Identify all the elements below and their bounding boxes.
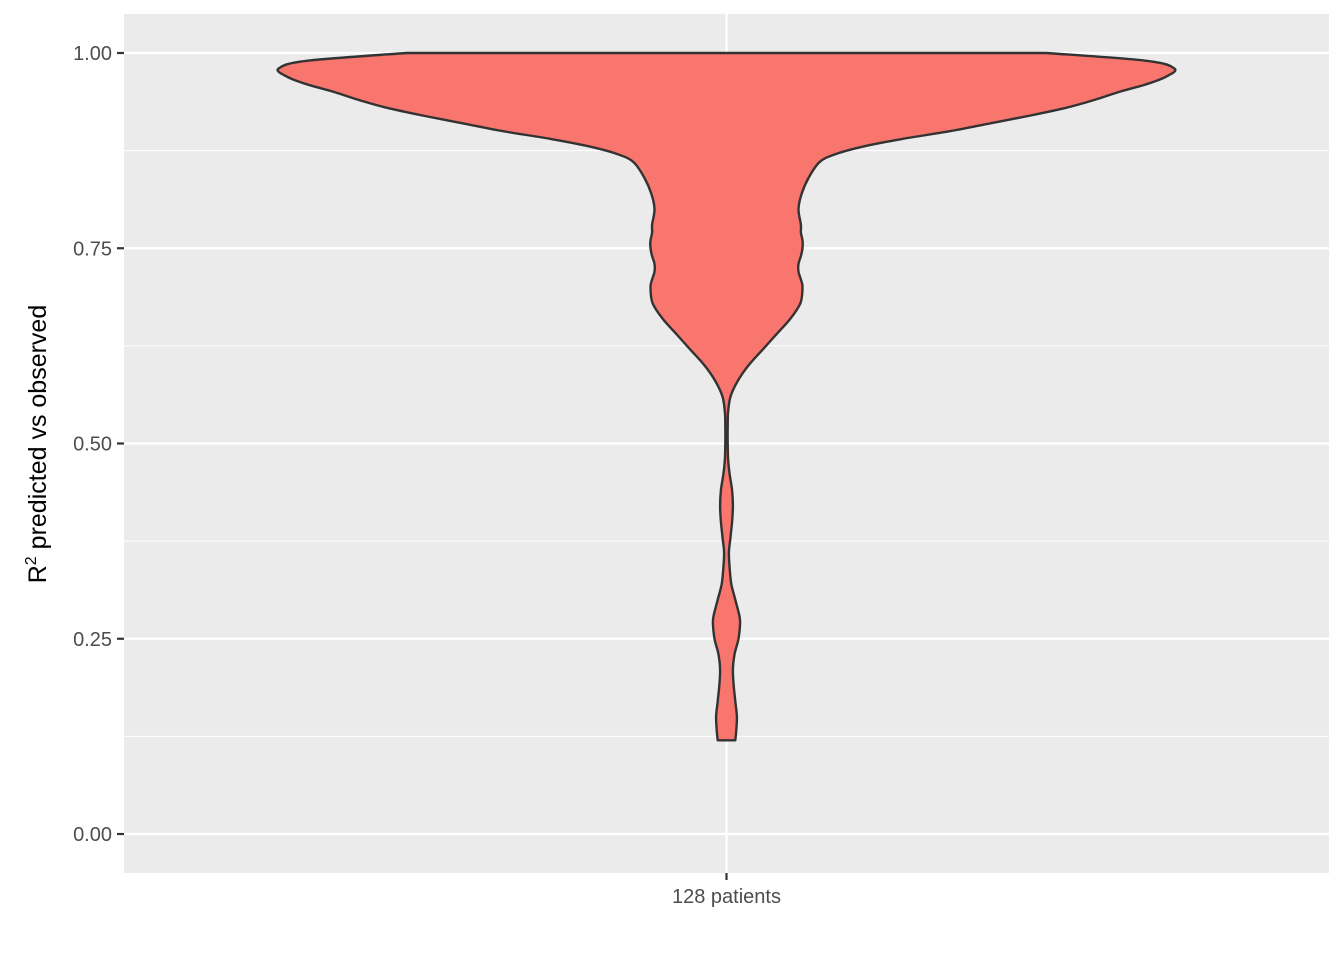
y-tick-label: 1.00 bbox=[73, 43, 112, 65]
y-axis-title: R2 predicted vs observed bbox=[23, 305, 52, 584]
y-tick-label: 0.00 bbox=[73, 824, 112, 846]
y-axis-title-superscript: 2 bbox=[23, 556, 40, 565]
x-axis: 128 patients bbox=[672, 873, 781, 908]
violin-shape bbox=[276, 51, 1177, 742]
y-axis-title-main: R bbox=[24, 565, 52, 583]
y-tick-label: 0.50 bbox=[73, 434, 112, 456]
y-tick-label: 0.75 bbox=[73, 238, 112, 260]
x-tick-label: 128 patients bbox=[672, 886, 781, 908]
y-tick-label: 0.25 bbox=[73, 629, 112, 651]
violin-layer bbox=[276, 51, 1177, 742]
y-axis: 0.00 0.25 0.50 0.75 1.00 bbox=[73, 43, 124, 846]
y-axis-title-rest: predicted vs observed bbox=[24, 305, 52, 557]
